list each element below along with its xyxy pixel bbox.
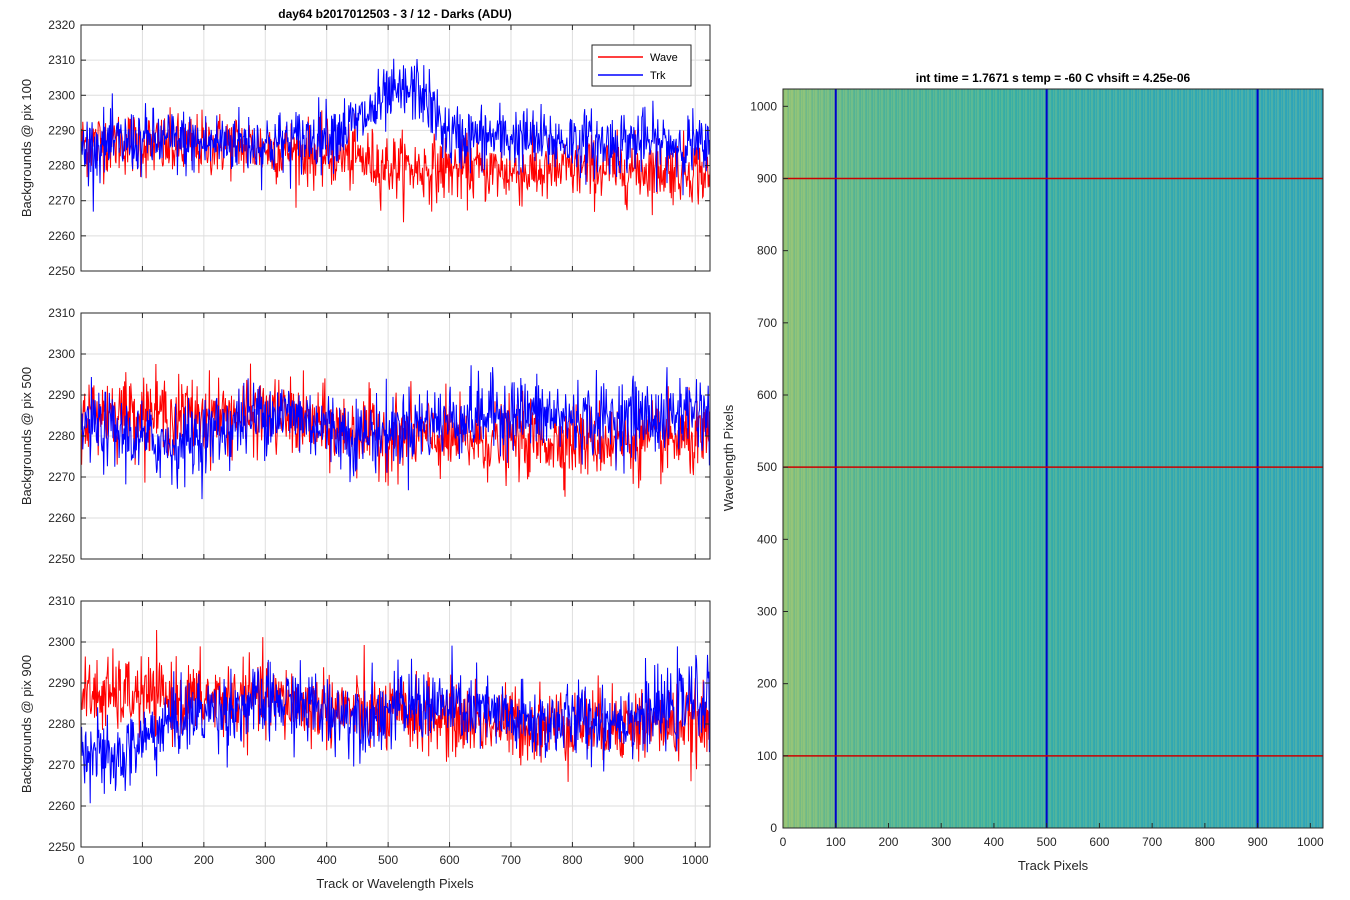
ytick-label: 2320 xyxy=(48,18,75,32)
heat-ytick-label: 500 xyxy=(757,460,777,474)
xtick-label: 1000 xyxy=(682,853,709,867)
ytick-label: 2280 xyxy=(48,159,75,173)
legend-label-wave: Wave xyxy=(650,52,678,64)
ytick-label: 2280 xyxy=(48,429,75,443)
panel-heatmap: 0 100 200 300 400 500 600 700 800 900 1000 0 100 200… xyxy=(721,71,1324,873)
yticks-top: 2250 2260 2270 2280 2290 2300 2310 2320 xyxy=(48,18,710,278)
heat-xtick-label: 300 xyxy=(931,835,951,849)
series-group-bottom xyxy=(81,629,710,804)
heat-ytick-label: 600 xyxy=(757,388,777,402)
xticks-top xyxy=(80,25,696,271)
heat-xtick-label: 100 xyxy=(826,835,846,849)
heatmap-markers xyxy=(783,89,1323,828)
heat-xtick-label: 0 xyxy=(780,835,787,849)
legend: Wave Trk xyxy=(591,44,692,87)
ytick-label: 2300 xyxy=(48,88,75,102)
series-group-top xyxy=(81,58,710,223)
xtick-label: 0 xyxy=(78,853,85,867)
ytick-label: 2250 xyxy=(48,552,75,566)
ytick-label: 2270 xyxy=(48,758,75,772)
xticks-middle xyxy=(80,313,696,559)
xtick-label: 400 xyxy=(317,853,337,867)
series-line-trk xyxy=(81,58,710,212)
heat-xtick-label: 200 xyxy=(878,835,898,849)
ylabel-bottom: Backgrounds @ pix 900 xyxy=(19,655,34,793)
heatmap-title: int time = 1.7671 s temp = -60 C vhsift … xyxy=(916,71,1191,85)
legend-label-trk: Trk xyxy=(650,70,666,82)
yticks-bottom: 2250 2260 2270 2280 2290 2300 2310 xyxy=(48,594,710,854)
panel-bottom: 2250 2260 2270 2280 2290 2300 2310 0 100 200 300 4… xyxy=(19,594,711,891)
xticks-bottom: 0 100 200 300 400 500 600 700 800 900 1000 xyxy=(78,601,709,867)
ytick-label: 2280 xyxy=(48,717,75,731)
heatmap-ylabel: Wavelength Pixels xyxy=(721,404,736,511)
xlabel-bottom: Track or Wavelength Pixels xyxy=(316,876,474,891)
heat-xtick-label: 1000 xyxy=(1297,835,1324,849)
ytick-label: 2310 xyxy=(48,53,75,67)
ytick-label: 2310 xyxy=(48,306,75,320)
axes-box-top xyxy=(80,24,711,272)
ylabel-middle: Backgrounds @ pix 500 xyxy=(19,367,34,505)
ytick-label: 2250 xyxy=(48,264,75,278)
ylabel-top: Backgrounds @ pix 100 xyxy=(19,79,34,217)
ytick-label: 2260 xyxy=(48,229,75,243)
heatmap-xlabel: Track Pixels xyxy=(1018,858,1089,873)
panel-middle: 2250 2260 2270 2280 2290 2300 2310 Backgrounds… xyxy=(19,306,711,566)
heat-ytick-label: 800 xyxy=(757,244,777,258)
heat-ytick-label: 900 xyxy=(757,171,777,185)
xtick-label: 100 xyxy=(132,853,152,867)
heat-xtick-label: 900 xyxy=(1248,835,1268,849)
ytick-label: 2290 xyxy=(48,123,75,137)
xtick-label: 700 xyxy=(501,853,521,867)
series-line-wave xyxy=(81,363,710,497)
heat-xtick-label: 800 xyxy=(1195,835,1215,849)
ytick-label: 2300 xyxy=(48,635,75,649)
series-line-trk xyxy=(81,365,710,500)
heat-xtick-label: 500 xyxy=(1037,835,1057,849)
xticks-heatmap: 0 100 200 300 400 500 600 700 800 900 1000 xyxy=(780,823,1324,849)
ytick-label: 2290 xyxy=(48,676,75,690)
xtick-label: 800 xyxy=(562,853,582,867)
yticks-middle: 2250 2260 2270 2280 2290 2300 2310 xyxy=(48,306,710,566)
xtick-label: 300 xyxy=(255,853,275,867)
ytick-label: 2260 xyxy=(48,511,75,525)
heat-ytick-label: 100 xyxy=(757,749,777,763)
heatmap-texture xyxy=(783,89,1323,828)
ytick-label: 2300 xyxy=(48,347,75,361)
heat-xtick-label: 400 xyxy=(984,835,1004,849)
xtick-label: 200 xyxy=(194,853,214,867)
xtick-label: 500 xyxy=(378,853,398,867)
ytick-label: 2270 xyxy=(48,470,75,484)
series-group-middle xyxy=(81,363,710,500)
panel-top: 2250 2260 2270 2280 2290 2300 2310 2320 day64 b… xyxy=(19,7,711,278)
yticks-heatmap: 0 100 200 300 400 500 600 700 800 900 1000 xyxy=(750,99,788,835)
heat-ytick-label: 0 xyxy=(770,821,777,835)
ytick-label: 2310 xyxy=(48,594,75,608)
legend-box xyxy=(591,44,692,87)
heat-ytick-label: 1000 xyxy=(750,99,777,113)
ytick-label: 2270 xyxy=(48,194,75,208)
heat-ytick-label: 200 xyxy=(757,677,777,691)
heat-ytick-label: 700 xyxy=(757,316,777,330)
heat-xtick-label: 700 xyxy=(1142,835,1162,849)
figure-title: day64 b2017012503 - 3 / 12 - Darks (ADU) xyxy=(278,7,511,21)
ytick-label: 2260 xyxy=(48,799,75,813)
heat-ytick-label: 300 xyxy=(757,604,777,618)
axes-box-heatmap xyxy=(782,88,1324,829)
xtick-label: 900 xyxy=(624,853,644,867)
ytick-label: 2290 xyxy=(48,388,75,402)
heat-xtick-label: 600 xyxy=(1089,835,1109,849)
ytick-label: 2250 xyxy=(48,840,75,854)
heat-ytick-label: 400 xyxy=(757,532,777,546)
series-line-trk xyxy=(81,645,710,804)
xtick-label: 600 xyxy=(440,853,460,867)
